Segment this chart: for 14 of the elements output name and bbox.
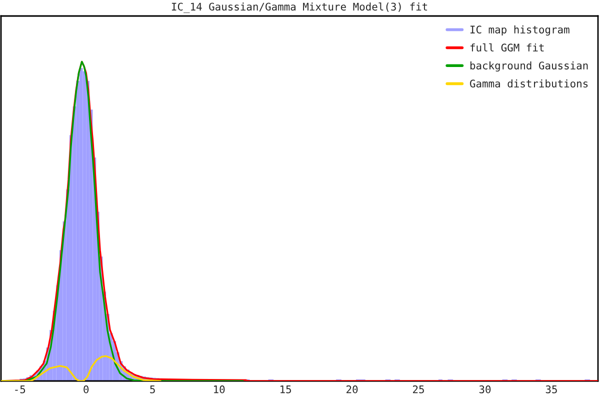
x-tick-label: 5: [150, 386, 155, 394]
chart-title: IC_14 Gaussian/Gamma Mixture Model(3) fit: [172, 2, 428, 13]
legend-label: full GGM fit: [470, 43, 544, 52]
legend-label: Gamma distributions: [470, 79, 588, 88]
x-tick-label: 20: [346, 385, 358, 394]
x-tick-label: 30: [479, 385, 491, 394]
x-tick-label: 15: [280, 386, 291, 394]
x-tick-label: -5: [15, 386, 26, 394]
x-tick-label: 10: [214, 385, 225, 394]
x-tick-label: 0: [84, 385, 89, 394]
x-tick-label: 25: [413, 385, 424, 394]
legend-label: background Gaussian: [470, 61, 588, 72]
legend-label: IC map histogram: [470, 25, 570, 36]
x-tick-label: 35: [546, 385, 557, 394]
